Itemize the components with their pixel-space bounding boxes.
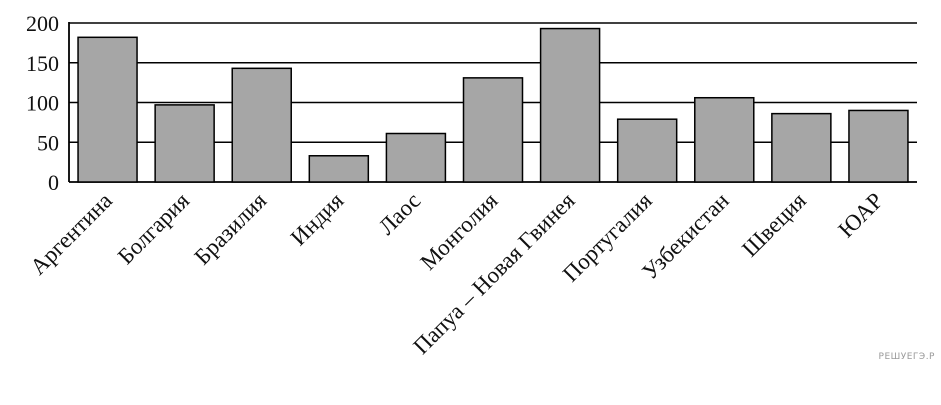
- bar: [462, 77, 524, 183]
- bar: [539, 27, 601, 183]
- bar: [694, 96, 755, 183]
- bar: [385, 132, 447, 183]
- x-tick-label: Аргентина: [25, 188, 117, 280]
- watermark: РЕШУЕГЭ.Р: [878, 352, 935, 362]
- y-tick-label: 150: [26, 51, 59, 76]
- x-tick-label: Болгария: [113, 188, 195, 270]
- x-tick-label: Бразилия: [189, 188, 271, 270]
- bar: [77, 36, 138, 183]
- y-tick-label: 200: [26, 11, 59, 36]
- x-tick-label: Швеция: [737, 188, 811, 262]
- x-tick-label: Индия: [286, 188, 349, 251]
- bar: [231, 67, 292, 183]
- bar: [308, 155, 370, 183]
- bar: [771, 112, 832, 183]
- bar: [154, 104, 215, 183]
- bar: [616, 118, 678, 183]
- y-tick-label: 50: [37, 130, 59, 155]
- y-tick-label: 0: [48, 170, 59, 195]
- y-tick-label: 100: [26, 91, 59, 116]
- x-tick-label: Лаос: [374, 188, 426, 240]
- bar: [848, 109, 909, 183]
- x-tick-label: ЮАР: [833, 188, 888, 243]
